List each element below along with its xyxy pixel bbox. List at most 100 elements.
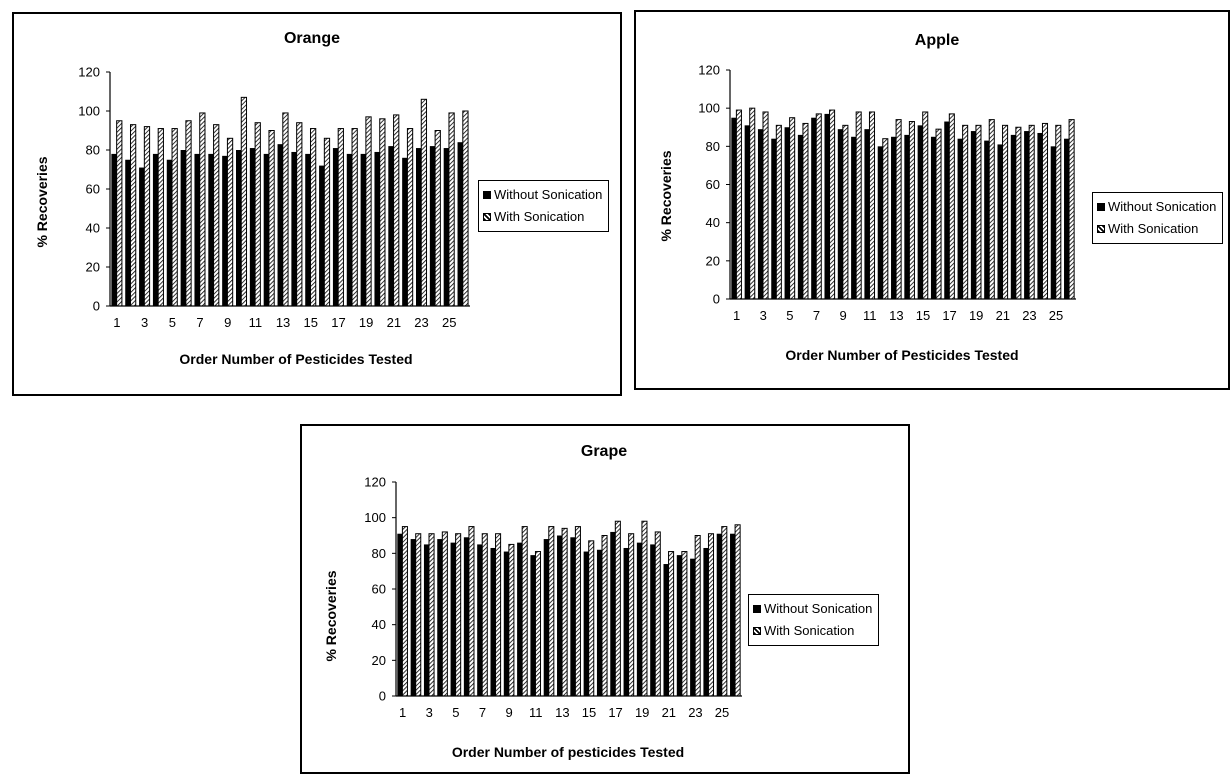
legend-label-without: Without Sonication <box>494 187 603 202</box>
legend-item-with: With Sonication <box>483 206 602 228</box>
bar-without-sonication <box>970 131 976 299</box>
bar-with-sonication <box>296 122 303 307</box>
y-tick-label: 60 <box>86 182 100 197</box>
bar-with-sonication <box>574 526 581 697</box>
bar-with-sonication <box>1002 124 1009 300</box>
bar-with-sonication <box>1041 122 1049 300</box>
legend-swatch-solid <box>483 191 491 199</box>
bar-with-sonication <box>268 130 275 307</box>
bar-with-sonication <box>420 98 428 307</box>
bar-without-sonication <box>904 134 910 299</box>
x-tick-label: 1 <box>733 308 740 323</box>
bar-without-sonication <box>450 542 456 696</box>
bar-with-sonication <box>1068 119 1075 300</box>
bar-without-sonication <box>249 148 256 306</box>
orange-chart-panel: Orange % Recoveries Order Number of Pest… <box>12 12 622 396</box>
bar-with-sonication <box>406 128 414 307</box>
bar-without-sonication <box>222 155 228 306</box>
y-tick-label: 120 <box>78 65 100 80</box>
bar-without-sonication <box>530 555 536 696</box>
x-tick-label: 11 <box>249 315 263 330</box>
grape-chart-panel: Grape % Recoveries Order Number of pesti… <box>300 424 910 774</box>
y-axis-title: % Recoveries <box>34 156 50 247</box>
grape-chart-svg: Grape % Recoveries Order Number of pesti… <box>323 443 742 760</box>
y-axis-title: % Recoveries <box>658 150 674 241</box>
bar-with-sonication <box>337 128 344 307</box>
bar-with-sonication <box>185 120 192 307</box>
legend-swatch-hatched <box>753 627 761 635</box>
bar-with-sonication <box>561 527 568 697</box>
bar-with-sonication <box>1015 126 1022 300</box>
bar-without-sonication <box>477 544 483 696</box>
y-tick-label: 0 <box>93 299 100 314</box>
bar-with-sonication <box>171 128 178 307</box>
bar-without-sonication <box>570 537 576 696</box>
bar-with-sonication <box>309 128 317 307</box>
legend-swatch-solid <box>753 605 761 613</box>
bar-without-sonication <box>194 153 200 306</box>
bar-without-sonication <box>891 136 897 299</box>
chart-title: Orange <box>284 30 340 47</box>
bar-with-sonication <box>842 124 849 300</box>
x-tick-label: 7 <box>813 308 820 323</box>
bar-without-sonication <box>443 148 449 306</box>
bar-with-sonication <box>226 137 234 307</box>
legend-item-without: Without Sonication <box>483 184 602 206</box>
bar-with-sonication <box>157 128 164 307</box>
bar-with-sonication <box>895 119 902 300</box>
bar-without-sonication <box>957 138 963 299</box>
y-tick-label: 40 <box>706 215 720 230</box>
bar-with-sonication <box>962 124 969 300</box>
x-tick-label: 3 <box>141 315 148 330</box>
bar-without-sonication <box>152 153 159 306</box>
orange-chart-svg: Orange % Recoveries Order Number of Pest… <box>34 30 470 367</box>
bar-without-sonication <box>917 125 923 299</box>
x-tick-label: 17 <box>942 308 956 323</box>
bar-with-sonication <box>775 124 782 300</box>
y-tick-label: 40 <box>372 617 386 632</box>
bar-without-sonication <box>930 136 937 299</box>
bar-with-sonication <box>721 526 728 697</box>
bar-without-sonication <box>410 539 416 696</box>
bar-with-sonication <box>735 109 742 300</box>
x-tick-label: 13 <box>889 308 903 323</box>
bar-with-sonication <box>882 138 889 300</box>
legend-item-with: With Sonication <box>753 620 872 642</box>
x-tick-label: 25 <box>1049 308 1063 323</box>
bar-without-sonication <box>984 140 990 299</box>
bar-with-sonication <box>254 122 261 307</box>
bar-without-sonication <box>319 165 325 306</box>
y-tick-label: 40 <box>86 221 100 236</box>
bar-with-sonication <box>922 111 929 300</box>
apple-chart-panel: Apple % Recoveries Order Number of Pesti… <box>634 10 1230 390</box>
bar-with-sonication <box>365 116 372 307</box>
y-tick-label: 0 <box>713 292 720 307</box>
bar-without-sonication <box>490 547 496 696</box>
bar-with-sonication <box>116 120 123 307</box>
x-tick-label: 9 <box>505 705 512 720</box>
y-tick-label: 100 <box>78 104 100 119</box>
bar-with-sonication <box>789 117 796 300</box>
bar-without-sonication <box>716 533 722 696</box>
bar-without-sonication <box>757 129 764 299</box>
bar-without-sonication <box>437 539 443 696</box>
bar-without-sonication <box>111 153 117 306</box>
bar-without-sonication <box>517 542 523 696</box>
bar-with-sonication <box>749 107 756 300</box>
bar-with-sonication <box>199 112 206 307</box>
legend-label-with: With Sonication <box>494 209 585 224</box>
legend-label-without: Without Sonication <box>1108 199 1217 214</box>
bar-without-sonication <box>397 533 403 696</box>
bar-with-sonication <box>448 112 455 307</box>
bar-with-sonication <box>1028 124 1035 300</box>
bar-with-sonication <box>588 540 595 697</box>
bar-without-sonication <box>877 146 883 299</box>
bar-without-sonication <box>263 153 269 306</box>
y-tick-label: 0 <box>379 689 386 704</box>
bar-with-sonication <box>734 524 741 697</box>
bar-with-sonication <box>815 113 822 300</box>
bar-without-sonication <box>236 150 242 306</box>
x-tick-label: 5 <box>169 315 176 330</box>
bar-with-sonication <box>1055 124 1062 300</box>
